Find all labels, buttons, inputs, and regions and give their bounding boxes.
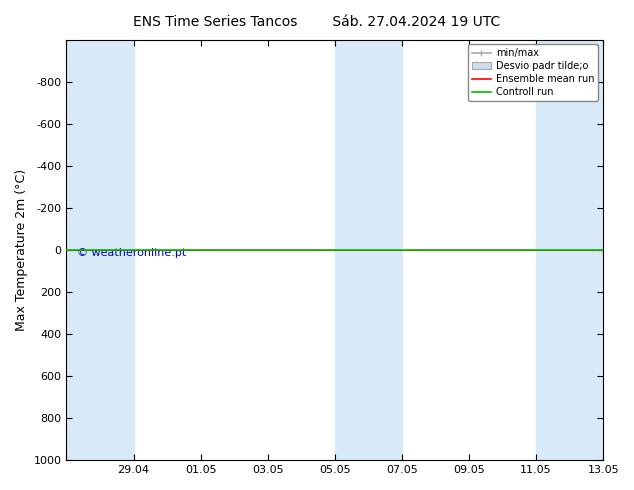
Legend: min/max, Desvio padr tilde;o, Ensemble mean run, Controll run: min/max, Desvio padr tilde;o, Ensemble m… bbox=[468, 45, 598, 101]
Bar bbox=[335, 40, 402, 460]
Text: © weatheronline.pt: © weatheronline.pt bbox=[77, 248, 186, 258]
Text: ENS Time Series Tancos        Sáb. 27.04.2024 19 UTC: ENS Time Series Tancos Sáb. 27.04.2024 1… bbox=[133, 15, 501, 29]
Y-axis label: Max Temperature 2m (°C): Max Temperature 2m (°C) bbox=[15, 169, 28, 331]
Bar bbox=[67, 40, 134, 460]
Bar bbox=[536, 40, 603, 460]
